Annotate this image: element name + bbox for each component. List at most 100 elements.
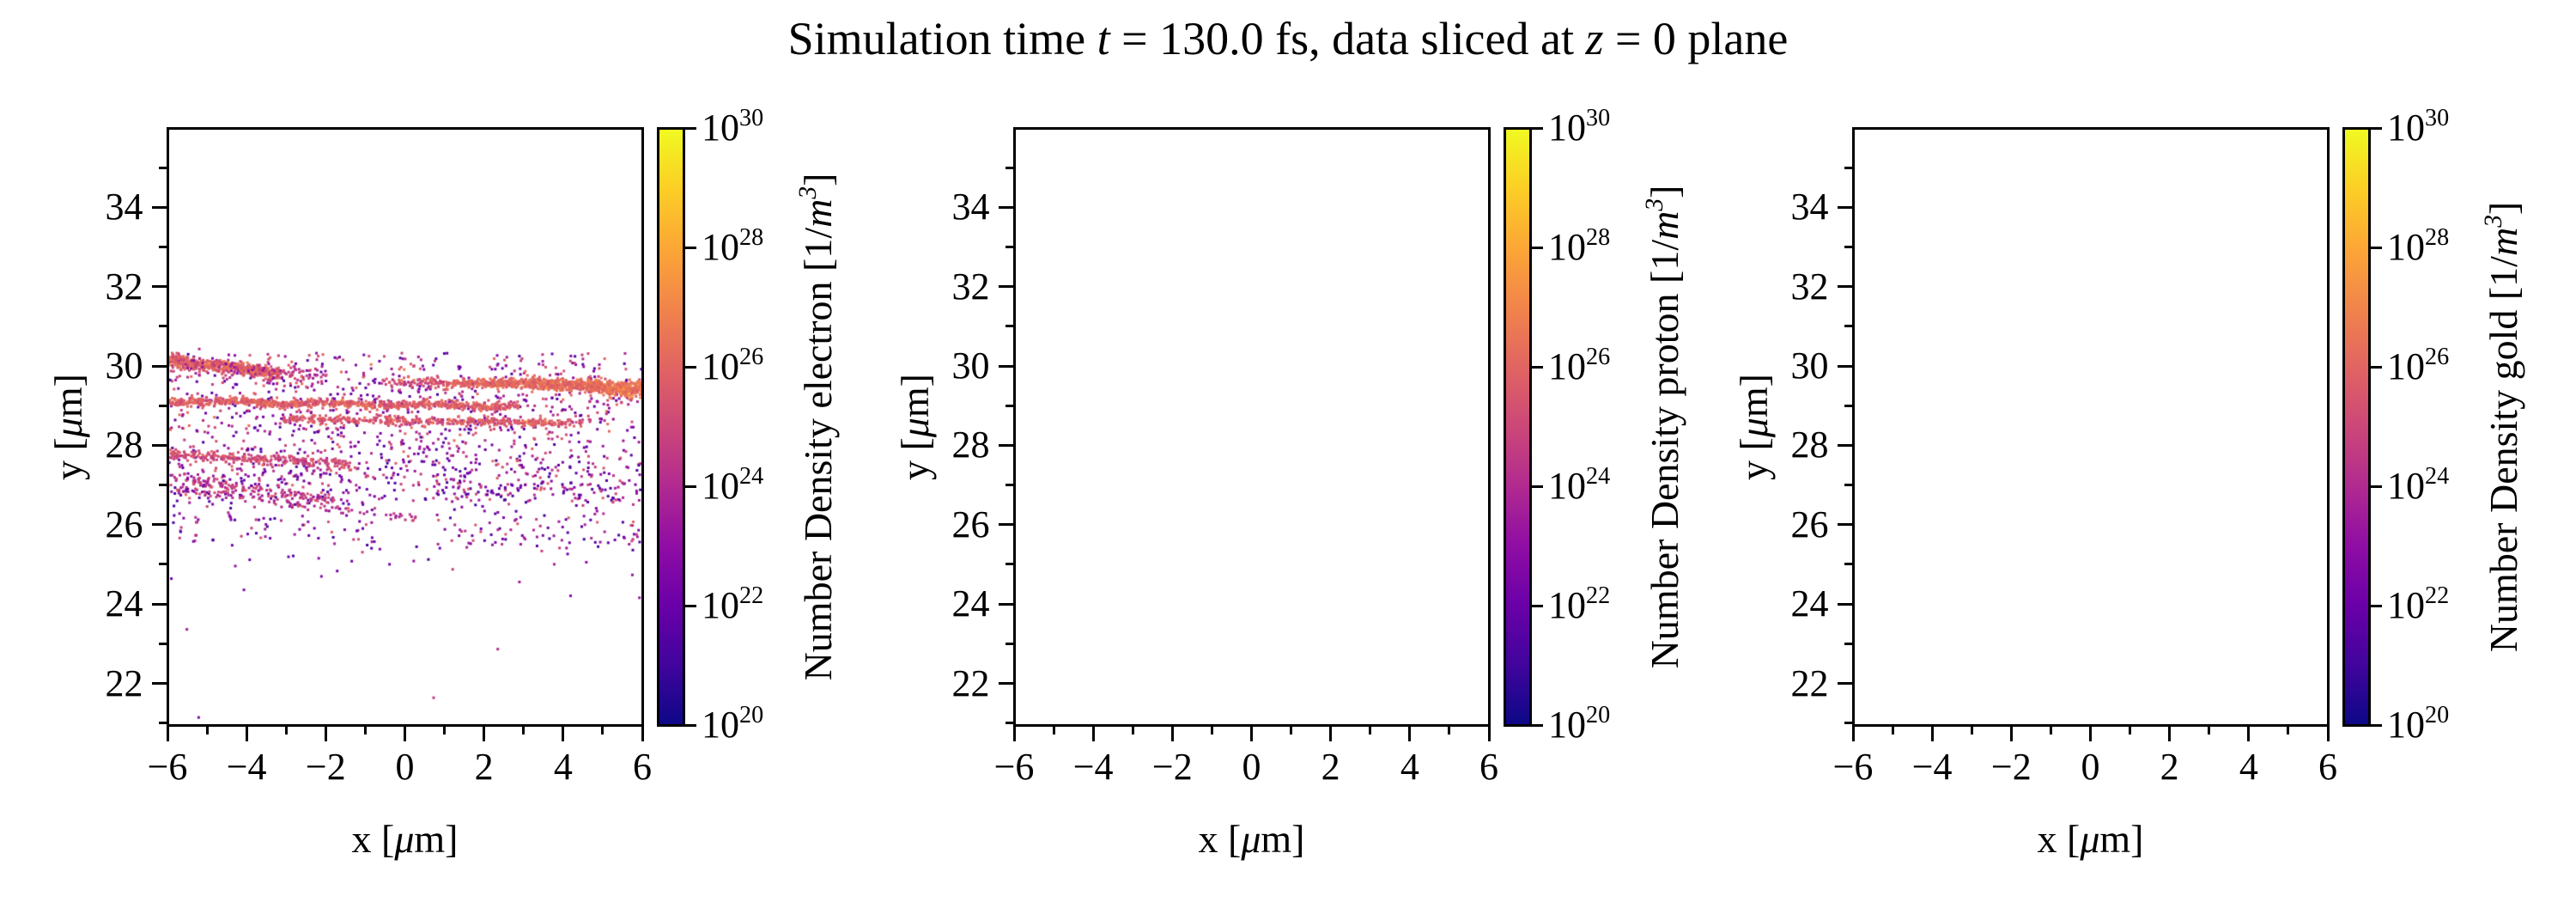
text-segment: x [	[1198, 817, 1242, 861]
x-minor-tick	[1448, 726, 1451, 734]
x-minor-tick	[2049, 726, 2052, 734]
y-tick-label: 26	[951, 503, 990, 545]
colorbar-tick-base: 10	[702, 107, 739, 149]
y-tick-label: 22	[951, 661, 990, 704]
y-tick-label: 24	[951, 582, 990, 625]
text-segment: μ	[46, 417, 90, 437]
colorbar-tick-base: 10	[2387, 107, 2425, 149]
text-segment: m]	[46, 373, 90, 417]
y-minor-tick	[1844, 166, 1852, 169]
x-minor-tick	[443, 726, 447, 734]
y-tick-label: 28	[1790, 424, 1829, 466]
text-segment: ]	[796, 173, 840, 186]
text-segment: = 130.0 fs, data sliced at	[1109, 13, 1586, 64]
text-segment: m]	[1732, 373, 1776, 417]
x-minor-tick	[2208, 726, 2211, 734]
y-axis-label-electron: y [μm]	[46, 373, 90, 480]
x-tick	[404, 726, 406, 741]
colorbar-tick-exponent: 20	[2425, 701, 2450, 728]
y-minor-tick	[158, 484, 167, 487]
y-tick-label: 26	[105, 503, 143, 545]
colorbar-tick-base: 10	[1548, 226, 1586, 268]
y-tick	[998, 364, 1013, 368]
colorbar-tick-exponent: 22	[2425, 582, 2450, 609]
colorbar-tick-label: 1028	[702, 225, 763, 268]
y-tick-label: 32	[951, 265, 990, 308]
colorbar-electron	[657, 126, 685, 727]
colorbar-tick-base: 10	[702, 345, 739, 387]
y-tick	[151, 602, 167, 606]
text-segment: μ	[1241, 817, 1261, 861]
x-tick	[2009, 726, 2013, 741]
colorbar-tick	[2369, 126, 2382, 130]
x-tick	[1487, 726, 1491, 741]
y-tick-label: 30	[951, 344, 990, 387]
colorbar-tick	[2369, 723, 2382, 727]
y-minor-tick	[1844, 642, 1852, 645]
x-minor-tick	[1131, 726, 1134, 734]
x-tick	[2089, 726, 2092, 741]
y-tick	[151, 682, 167, 685]
text-segment: y [	[46, 436, 90, 480]
colorbar-tick-label: 1030	[2387, 106, 2449, 149]
y-tick	[998, 443, 1013, 447]
y-tick-label: 22	[1790, 661, 1829, 704]
colorbar-tick-base: 10	[1548, 345, 1586, 387]
colorbar-tick-exponent: 20	[1586, 701, 1611, 728]
colorbar-tick-base: 10	[702, 226, 739, 268]
text-segment: m	[2482, 227, 2525, 256]
axes-frame-gold	[1851, 126, 2330, 727]
colorbar-tick-base: 10	[1548, 584, 1586, 626]
colorbar-tick-label: 1020	[702, 703, 763, 744]
y-axis-label-proton: y [μm]	[893, 373, 937, 479]
y-minor-tick	[158, 166, 167, 169]
colorbar-tick-label: 1026	[1548, 344, 1610, 387]
y-minor-tick	[1005, 404, 1013, 407]
colorbar-tick	[683, 246, 696, 249]
x-tick-label: 2	[2160, 746, 2179, 788]
y-axis-label-gold: y [μm]	[1732, 373, 1776, 479]
colorbar-tick	[1530, 246, 1543, 249]
y-tick-label: 28	[951, 424, 990, 466]
x-tick	[324, 726, 327, 741]
colorbar-tick-label: 1026	[702, 344, 763, 387]
colorbar-tick-exponent: 24	[739, 462, 764, 490]
y-minor-tick	[158, 404, 167, 407]
x-tick-label: −4	[1911, 746, 1953, 788]
y-tick	[151, 523, 167, 527]
colorbar-tick	[2369, 485, 2382, 488]
colorbar-tick-label: 1028	[1548, 225, 1610, 268]
y-tick	[998, 523, 1013, 527]
y-tick	[998, 682, 1013, 685]
colorbar-tick-label: 1026	[2387, 344, 2449, 386]
x-tick	[1408, 726, 1412, 741]
x-tick	[483, 726, 486, 741]
colorbar-proton	[1504, 126, 1532, 727]
y-minor-tick	[158, 563, 167, 566]
y-tick	[1837, 285, 1852, 289]
y-minor-tick	[158, 246, 167, 249]
x-axis-label-electron: x [μm]	[351, 820, 458, 859]
x-minor-tick	[1970, 726, 1973, 734]
x-tick-label: −2	[1151, 746, 1193, 788]
x-tick	[1329, 726, 1333, 741]
y-tick	[1837, 364, 1852, 368]
colorbar-tick	[1530, 604, 1543, 607]
x-tick	[1091, 726, 1095, 741]
x-minor-tick	[1052, 726, 1055, 734]
colorbar-tick-base: 10	[1548, 704, 1586, 746]
y-tick-label: 24	[1790, 582, 1829, 625]
y-minor-tick	[1005, 246, 1013, 249]
x-tick-label: 0	[1242, 746, 1261, 788]
y-tick-label: 30	[105, 344, 143, 387]
x-tick-label: 4	[1400, 746, 1419, 788]
x-tick	[2326, 726, 2330, 741]
y-minor-tick	[1005, 563, 1013, 566]
colorbar-tick-label: 1024	[1548, 464, 1610, 505]
x-minor-tick	[601, 726, 605, 734]
y-tick	[1837, 682, 1852, 685]
y-tick-label: 30	[1790, 344, 1829, 387]
scatter-canvas-electron	[168, 129, 641, 724]
axes-frame-proton	[1012, 126, 1491, 727]
